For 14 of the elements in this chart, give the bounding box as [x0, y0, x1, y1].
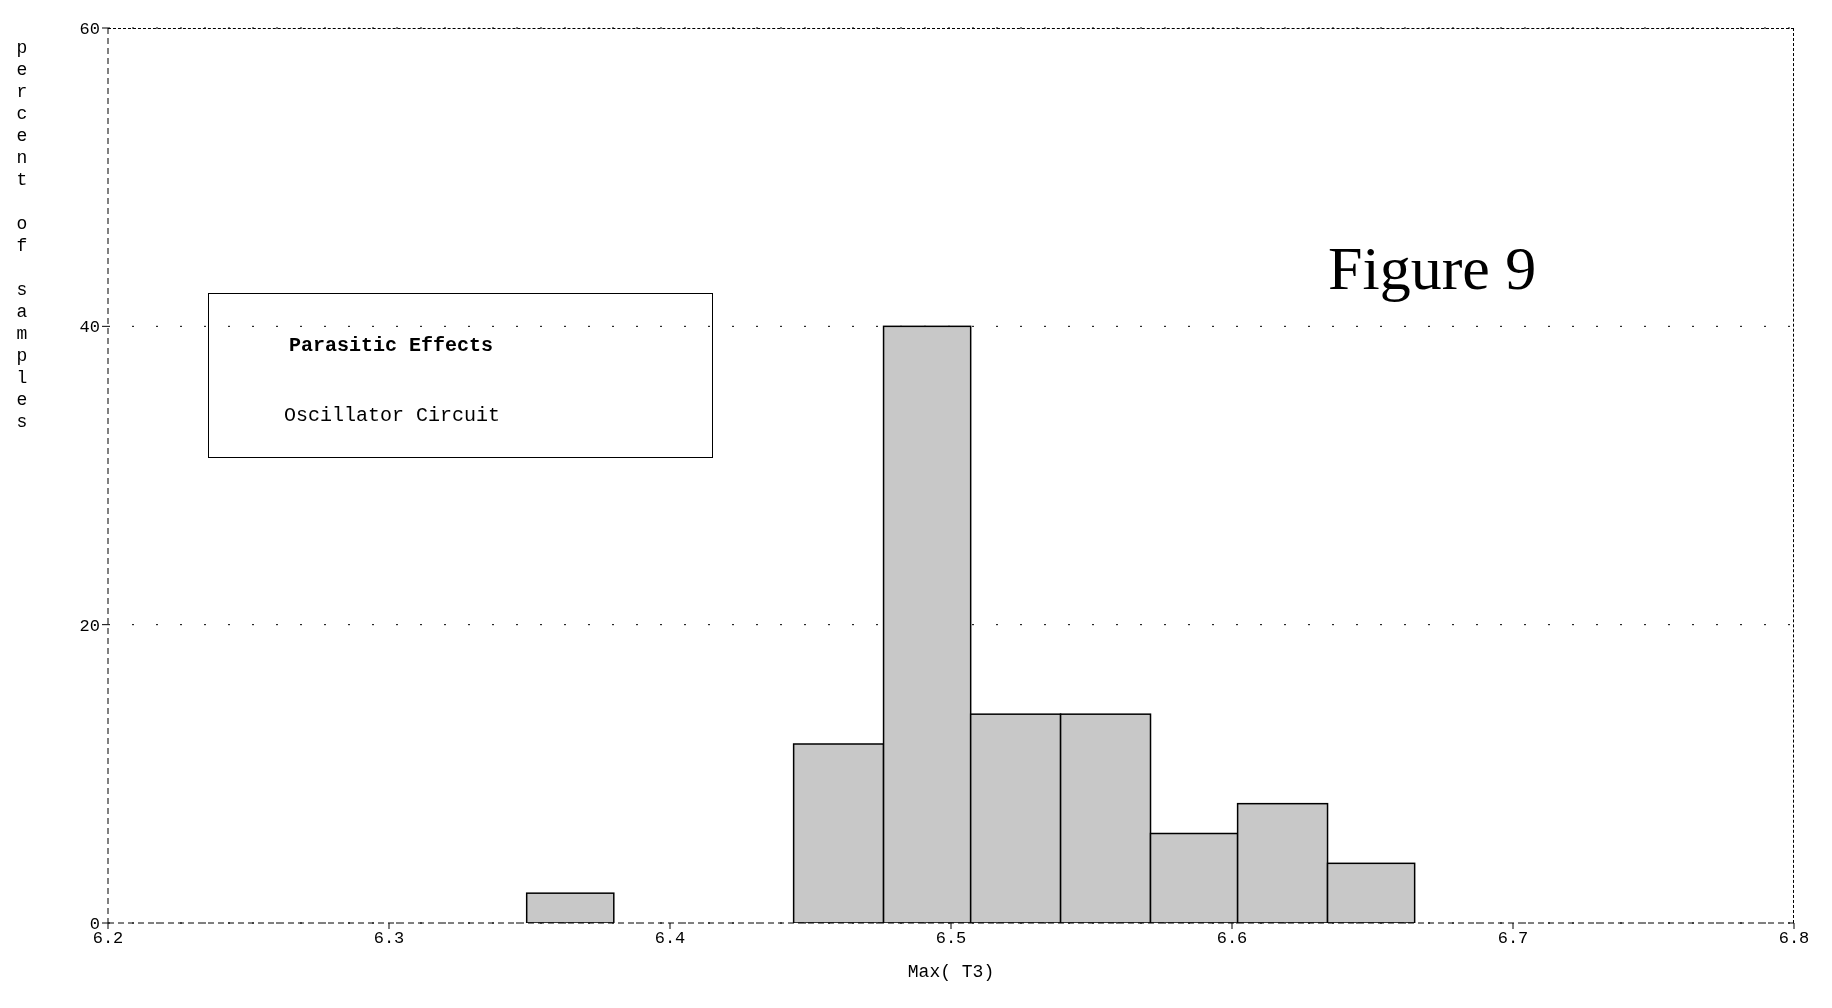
x-tick-label: 6.4: [654, 929, 686, 949]
y-tick-label: 20: [79, 616, 100, 636]
text: Parasitic Effects: [289, 334, 494, 357]
text: Oscillator Circuit: [284, 404, 501, 427]
y-tick-label: 40: [79, 318, 100, 338]
annotation: Figure 9: [1328, 233, 1537, 304]
y-axis-title: percent of samples: [12, 38, 32, 434]
x-tick-label: 6.7: [1497, 929, 1529, 949]
x-axis-title: Max( T3): [907, 962, 995, 982]
x-tick-label: 6.8: [1778, 929, 1810, 949]
x-tick-label: 6.6: [1216, 929, 1248, 949]
x-tick-label: 6.3: [373, 929, 405, 949]
x-tick-label: 6.5: [935, 929, 967, 949]
y-tick-label: 60: [79, 20, 100, 40]
